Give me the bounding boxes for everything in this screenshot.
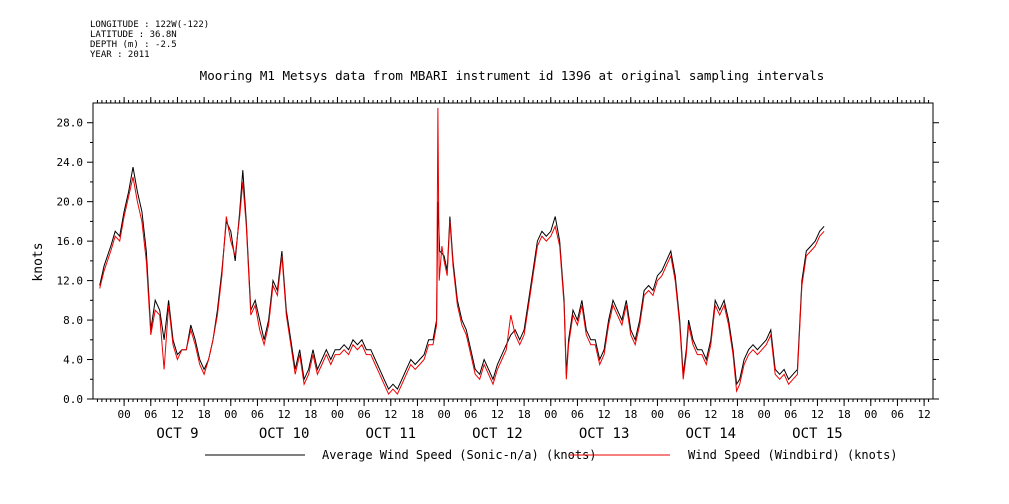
legend-label-average: Average Wind Speed (Sonic-n/a) (knots) xyxy=(322,448,597,462)
x-tick-label: 18 xyxy=(304,408,317,421)
x-tick-label: 00 xyxy=(544,408,557,421)
metadata-year: YEAR : 2011 xyxy=(90,50,150,60)
y-tick-label: 20.0 xyxy=(57,196,84,209)
x-tick-label: 12 xyxy=(704,408,717,421)
x-tick-label: 06 xyxy=(251,408,264,421)
y-tick-label: 12.0 xyxy=(57,275,84,288)
x-tick-label: 12 xyxy=(491,408,504,421)
x-tick-label: 00 xyxy=(331,408,344,421)
x-tick-label: 12 xyxy=(917,408,930,421)
x-tick-label: 00 xyxy=(224,408,237,421)
x-tick-label: 06 xyxy=(891,408,904,421)
x-tick-label: 18 xyxy=(837,408,850,421)
x-day-label: OCT 10 xyxy=(259,426,310,442)
x-tick-label: 06 xyxy=(357,408,370,421)
x-tick-label: 06 xyxy=(571,408,584,421)
legend-label-windbird: Wind Speed (Windbird) (knots) xyxy=(688,448,898,462)
x-tick-label: 06 xyxy=(144,408,157,421)
x-day-label: OCT 11 xyxy=(365,426,416,442)
x-tick-label: 18 xyxy=(624,408,637,421)
x-day-label: OCT 9 xyxy=(156,426,198,442)
x-tick-label: 12 xyxy=(597,408,610,421)
x-tick-label: 00 xyxy=(117,408,130,421)
legend: Average Wind Speed (Sonic-n/a) (knots) Wi… xyxy=(205,448,898,462)
series-layer xyxy=(99,107,825,396)
x-tick-label: 12 xyxy=(171,408,184,421)
plot-border xyxy=(92,102,934,400)
x-tick-label: 12 xyxy=(384,408,397,421)
metadata-depth: DEPTH (m) : -2.5 xyxy=(90,40,177,50)
y-axis-label: knots xyxy=(31,242,46,281)
y-tick-label: 16.0 xyxy=(57,235,84,248)
x-axis: 00 06 12 18 00 06 12 18 00 06 12 18 00 06 12 18 00 06 12 18… xyxy=(96,97,931,442)
x-tick-label: 06 xyxy=(464,408,477,421)
x-tick-label: 06 xyxy=(784,408,797,421)
x-tick-label: 12 xyxy=(277,408,290,421)
y-tick-label: 4.0 xyxy=(63,354,83,367)
x-tick-label: 18 xyxy=(197,408,210,421)
x-day-label: OCT 12 xyxy=(472,426,523,442)
series-line-average-wind-speed xyxy=(99,167,825,391)
metadata-latitude: LATITUDE : 36.8N xyxy=(90,30,177,40)
x-day-label: OCT 14 xyxy=(685,426,736,442)
metadata-block: LONGITUDE : 122W(-122) LATITUDE : 36.8N … xyxy=(90,20,209,60)
x-day-label: OCT 15 xyxy=(792,426,843,442)
plot-frame xyxy=(92,102,934,400)
x-tick-label: 12 xyxy=(811,408,824,421)
chart-title: Mooring M1 Metsys data from MBARI instru… xyxy=(200,68,825,83)
series-line-windbird-wind-speed xyxy=(99,107,825,396)
y-axis: 0.0 4.0 8.0 12.0 16.0 20.0 24.0 28.0 xyxy=(57,117,939,406)
x-tick-label: 18 xyxy=(411,408,424,421)
x-tick-label: 06 xyxy=(677,408,690,421)
y-tick-label: 0.0 xyxy=(63,393,83,406)
x-tick-label: 00 xyxy=(651,408,664,421)
y-tick-label: 28.0 xyxy=(57,117,84,130)
x-tick-label: 00 xyxy=(757,408,770,421)
x-day-label: OCT 13 xyxy=(579,426,630,442)
y-tick-label: 24.0 xyxy=(57,156,84,169)
x-tick-label: 18 xyxy=(731,408,744,421)
metadata-longitude: LONGITUDE : 122W(-122) xyxy=(90,20,210,30)
y-tick-label: 8.0 xyxy=(63,314,83,327)
x-tick-label: 00 xyxy=(437,408,450,421)
x-tick-label: 00 xyxy=(864,408,877,421)
x-tick-label: 18 xyxy=(517,408,530,421)
